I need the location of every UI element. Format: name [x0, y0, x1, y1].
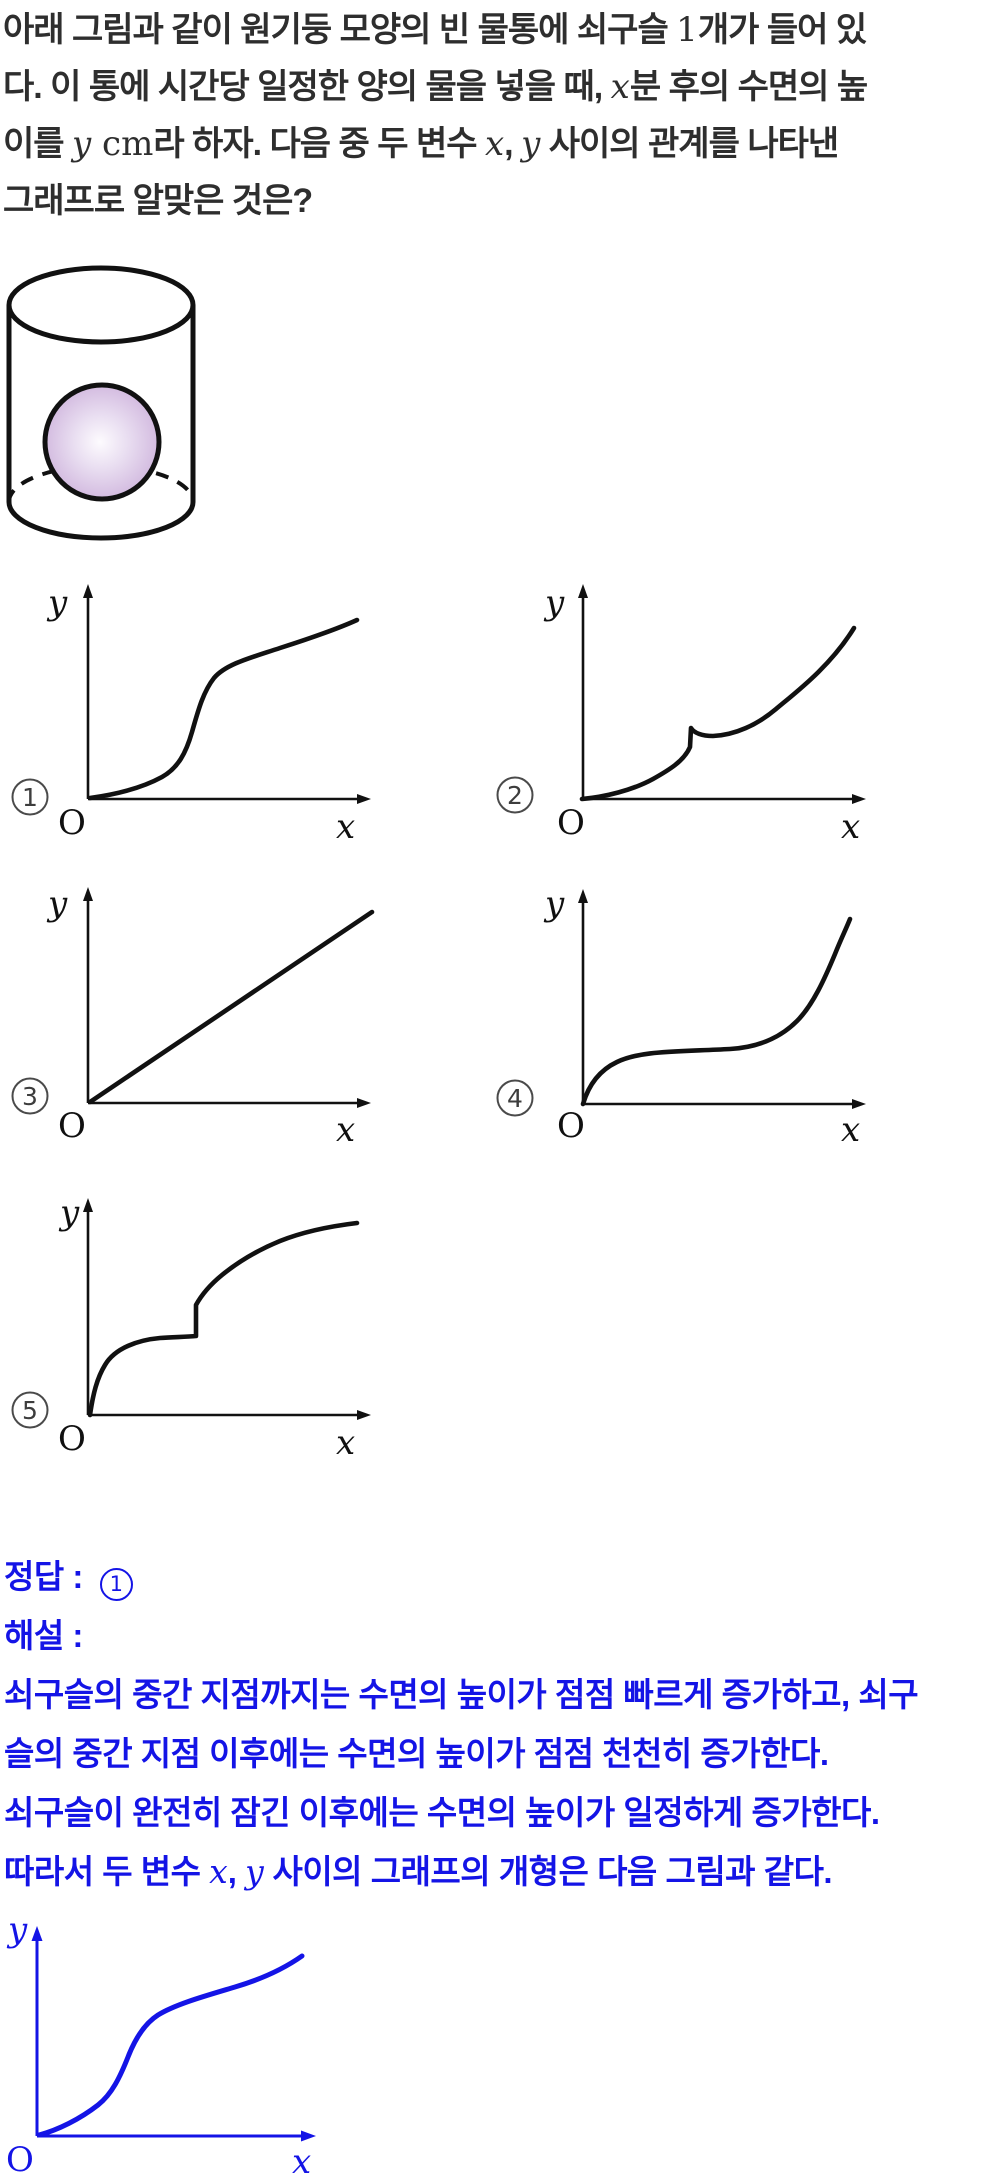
math-y: y	[245, 1852, 264, 1891]
x-axis-label: x	[336, 1110, 355, 1150]
problem-statement: 아래 그림과 같이 원기둥 모양의 빈 물통에 쇠구슬 1개가 들어 있 다. …	[3, 2, 991, 230]
y-axis-label: y	[6, 1910, 28, 1950]
cylinder-figure	[6, 265, 196, 541]
graph-option-3: 3 y O x	[11, 884, 375, 1150]
problem-line-1: 아래 그림과 같이 원기둥 모양의 빈 물통에 쇠구슬 1개가 들어 있	[3, 10, 867, 50]
axes	[83, 584, 371, 804]
axes	[578, 889, 866, 1109]
y-axis-label: y	[46, 583, 68, 623]
graph-option-2: 2 y O x	[496, 583, 866, 847]
origin-label: O	[557, 803, 585, 843]
curve-option-4	[580, 916, 853, 1107]
cylinder-bottom-front	[6, 501, 196, 541]
x-axis-label: x	[841, 1110, 860, 1150]
origin-label: O	[557, 1106, 585, 1146]
math-x: x	[209, 1852, 228, 1891]
problem-line-3: 이를 y cm라 하자. 다음 중 두 변수 x, y 사이의 관계를 나타낸	[3, 124, 839, 164]
problem-line-4: 그래프로 알맞은 것은?	[3, 182, 313, 220]
explanation-line-4: 따라서 두 변수 x, y 사이의 그래프의 개형은 다음 그림과 같다.	[4, 1852, 833, 1891]
option-number: 1	[22, 783, 38, 812]
explanation-line-2: 슬의 중간 지점 이후에는 수면의 높이가 점점 천천히 증가한다.	[4, 1735, 829, 1772]
curve-option-3	[87, 909, 375, 1105]
axes	[31, 1926, 316, 2142]
x-axis-label: x	[292, 2142, 311, 2175]
cylinder-bottom-back-dashed	[7, 464, 195, 503]
math-1: 1	[676, 10, 698, 50]
option-number-circle	[11, 1077, 49, 1115]
axes	[83, 887, 371, 1108]
cylinder-top-ellipse	[6, 265, 196, 345]
steel-ball	[42, 382, 162, 502]
y-axis-label: y	[543, 583, 565, 623]
origin-label: O	[6, 2140, 34, 2175]
explanation-line-1: 쇠구슬의 중간 지점까지는 수면의 높이가 점점 빠르게 증가하고, 쇠구	[4, 1676, 919, 1713]
answer-curve	[36, 1953, 305, 2138]
graph-option-1: 1 y O x	[11, 583, 371, 847]
curve-option-2	[579, 625, 857, 802]
y-axis-label: y	[58, 1193, 80, 1233]
solution-section: 정답 : 1 해설 : 쇠구슬의 중간 지점까지는 수면의 높이가 점점 빠르게…	[4, 1547, 992, 1901]
x-axis-label: x	[336, 1423, 355, 1463]
graph-option-4: 4 y O x	[496, 884, 866, 1150]
option-number-circle	[11, 778, 49, 816]
option-number: 5	[22, 1396, 38, 1425]
math-y: y	[72, 124, 92, 164]
y-axis-label: y	[543, 884, 565, 924]
answer-graph: y O x	[6, 1910, 316, 2175]
math-x: x	[484, 124, 505, 164]
answer-line: 정답 : 1	[4, 1547, 992, 1606]
x-axis-label: x	[841, 807, 860, 847]
option-number: 4	[507, 1084, 523, 1113]
explanation-line-3: 쇠구슬이 완전히 잠긴 이후에는 수면의 높이가 일정하게 증가한다.	[4, 1794, 880, 1831]
curve-option-1	[87, 617, 360, 801]
answer-circled-number: 1	[99, 1568, 133, 1601]
origin-label: O	[58, 803, 86, 843]
option-number-circle	[496, 1079, 534, 1117]
graph-option-5: 5 y O x	[11, 1193, 371, 1463]
y-axis-label: y	[46, 884, 68, 924]
axes	[578, 584, 866, 804]
explanation-label: 해설 :	[4, 1617, 83, 1654]
origin-label: O	[58, 1106, 86, 1146]
option-number: 3	[22, 1082, 38, 1111]
option-number-circle	[496, 776, 534, 814]
origin-label: O	[58, 1419, 86, 1459]
math-y: y	[521, 124, 541, 164]
x-axis-label: x	[336, 807, 355, 847]
unit-cm: cm	[91, 124, 154, 164]
option-number: 2	[507, 781, 523, 810]
curve-option-5	[87, 1220, 360, 1418]
option-number-circle	[11, 1391, 49, 1429]
axes	[83, 1198, 371, 1420]
math-x: x	[610, 67, 630, 107]
problem-line-2: 다. 이 통에 시간당 일정한 양의 물을 넣을 때, x분 후의 수면의 높	[3, 67, 868, 107]
